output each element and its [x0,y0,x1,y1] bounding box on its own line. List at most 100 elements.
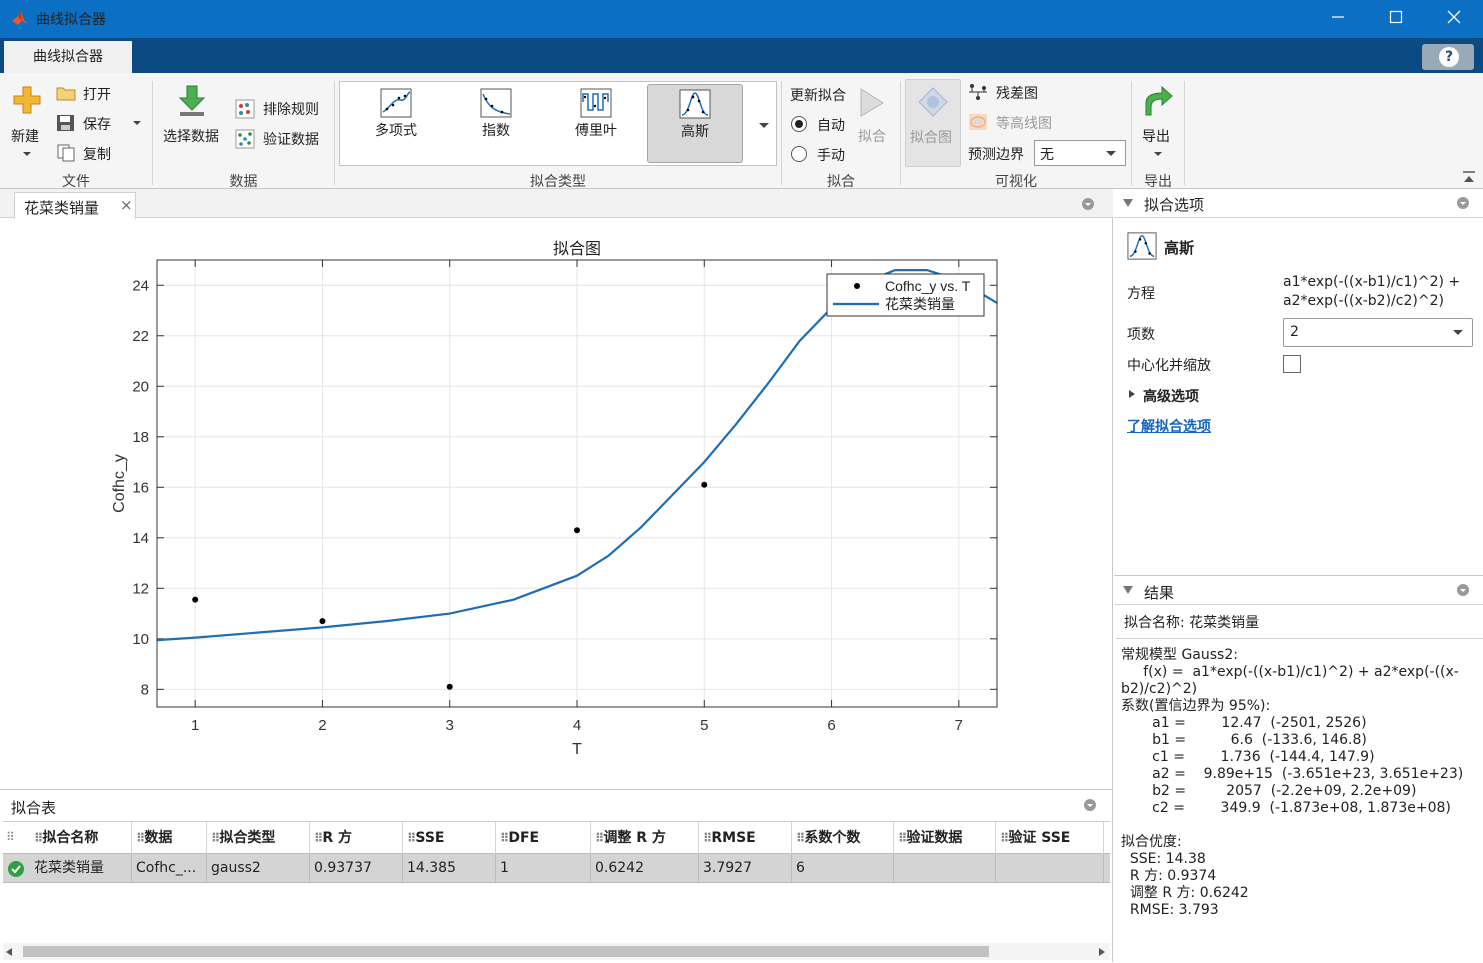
column-grip-icon: ⠿ [500,831,509,845]
results-header: 结果 [1114,576,1483,605]
copy-button[interactable]: 复制 [56,143,126,165]
table-cell: 0.6242 [591,854,699,883]
panel-menu-icon[interactable] [1456,196,1470,210]
select-data-button[interactable]: 选择数据 [160,83,228,163]
column-header-label: 系数个数 [804,830,861,846]
export-button[interactable]: 导出 [1138,83,1178,167]
help-button[interactable]: ? [1422,44,1474,70]
prediction-bounds-select[interactable]: 无 [1034,140,1126,166]
select-data-label: 选择数据 [163,129,219,145]
fit-type-exponential[interactable]: 指数 [448,84,544,163]
fit-type-fourier[interactable]: 傅里叶 [548,84,644,163]
open-button[interactable]: 打开 [56,83,126,105]
scroll-left-icon[interactable] [5,947,13,957]
new-label: 新建 [11,129,39,145]
terms-select[interactable]: 2 [1283,318,1473,347]
prediction-bounds-label: 预测边界 [968,147,1024,163]
column-header[interactable]: ⠿拟合名称 [30,822,132,854]
manual-radio[interactable]: 手动 [790,144,860,164]
manual-label: 手动 [817,148,845,164]
auto-radio[interactable]: 自动 [790,114,860,134]
close-icon [1447,10,1461,24]
column-grip-icon: ⠿ [407,831,416,845]
close-tab-icon[interactable]: × [120,196,133,214]
fit-type-polynomial[interactable]: 多项式 [348,84,444,163]
check-icon [11,865,21,874]
save-button[interactable]: 保存 [56,113,146,135]
panel-menu-icon[interactable] [1083,798,1097,812]
close-button[interactable] [1425,0,1483,38]
column-header[interactable]: ⠿SSE [403,822,496,854]
chevron-down-icon [759,123,769,128]
result-fit-name: 拟合名称: 花菜类销量 [1124,615,1260,631]
residual-plot-button[interactable]: 残差图 [968,82,1058,104]
result-line: 调整 R 方: 0.6242 [1121,885,1249,901]
scroll-right-icon[interactable] [1098,947,1106,957]
prediction-bounds-value: 无 [1040,147,1054,163]
new-button[interactable]: 新建 [8,83,48,163]
panel-menu-icon[interactable] [1456,583,1470,597]
result-line: a2 = 9.89e+15 (-3.651e+23, 3.651e+23) [1121,766,1464,782]
fit-plot-button[interactable]: 拟合图 [905,79,961,167]
x-tick-label: 6 [827,717,835,734]
fit-type-label: 高斯 [681,124,709,140]
gallery-expand-button[interactable] [754,115,774,135]
collapse-triangle-icon[interactable] [1122,198,1134,208]
table-row[interactable]: 花菜类销量 Cofhc_... gauss2 0.93737 14.385 1 0.6242… [3,854,1110,883]
validation-data-icon [235,129,255,149]
column-header[interactable]: ⠿数据 [132,822,207,854]
scrollbar-thumb[interactable] [23,946,989,957]
column-grip-icon: ⠿ [796,831,805,845]
plus-icon [13,86,41,114]
fit-button[interactable]: 拟合 [855,83,893,163]
fit-table-title: 拟合表 [11,799,57,817]
column-header-label: RMSE [711,830,756,846]
document-tab[interactable]: 花菜类销量 × [14,192,136,219]
toolstrip: 新建 打开 保存 复制 文件 选择数据 排除规则 验证数据 数据 多项式 [0,73,1483,190]
column-header[interactable]: ⠿RMSE [699,822,792,854]
center-scale-checkbox[interactable] [1283,355,1301,373]
advanced-options-toggle[interactable]: 高级选项 [1143,389,1199,405]
equation-line-1: a1*exp(-((x-b1)/c1)^2) + [1283,274,1461,290]
column-header[interactable]: ⠿DFE [496,822,591,854]
column-grip-icon: ⠿ [898,831,907,845]
column-header-label: SSE [415,830,445,846]
legend-label: Cofhc_y vs. T [885,278,971,294]
exclusion-rules-button[interactable]: 排除规则 [235,98,330,120]
minimize-button[interactable] [1309,0,1367,38]
maximize-button[interactable] [1367,0,1425,38]
validation-data-button[interactable]: 验证数据 [235,128,330,150]
column-header[interactable]: ⠿验证数据 [894,822,996,854]
tab-curve-fitter[interactable]: 曲线拟合器 [4,41,132,73]
exclusion-rules-icon [235,99,255,119]
contour-plot-button[interactable]: 等高线图 [968,112,1068,134]
collapse-toolstrip-icon[interactable] [1462,170,1476,184]
fit-type-gaussian[interactable]: 高斯 [647,84,743,163]
equation-line-2: a2*exp(-((x-b2)/c2)^2) [1283,293,1444,309]
learn-fit-options-link[interactable]: 了解拟合选项 [1127,419,1211,435]
export-arrow-icon [1145,85,1173,116]
data-point [192,596,199,603]
table-cell: 3.7927 [699,854,792,883]
column-header[interactable]: ⠿验证 SSE [996,822,1104,854]
column-grip-icon: ⠿ [136,831,145,845]
result-line: RMSE: 3.793 [1121,902,1219,918]
column-header[interactable]: ⠿拟合类型 [207,822,310,854]
result-line: b1 = 6.6 (-133.6, 146.8) [1121,732,1367,748]
expand-triangle-icon[interactable] [1128,389,1136,399]
fit-plot-chart: 1 2 3 4 5 6 781012141618202224拟合图TCofhc_yCofhc… [111,239,998,758]
x-tick-label: 5 [700,717,708,734]
chevron-down-icon [1106,151,1116,156]
column-header[interactable]: ⠿调整 R 方 [591,822,699,854]
fit-plot-label: 拟合图 [910,130,952,146]
save-disk-icon [57,115,74,131]
panel-menu-icon[interactable] [1081,197,1095,211]
contour-plot-icon [969,114,987,130]
column-header[interactable]: ⠿R 方 [310,822,403,854]
row-drag-grip-icon: ⠿ [6,830,15,844]
column-header[interactable]: ⠿系数个数 [792,822,894,854]
horizontal-scrollbar[interactable] [3,943,1110,960]
file-section-label: 文件 [62,174,90,190]
collapse-triangle-icon[interactable] [1122,585,1134,595]
y-tick-label: 18 [132,429,149,446]
